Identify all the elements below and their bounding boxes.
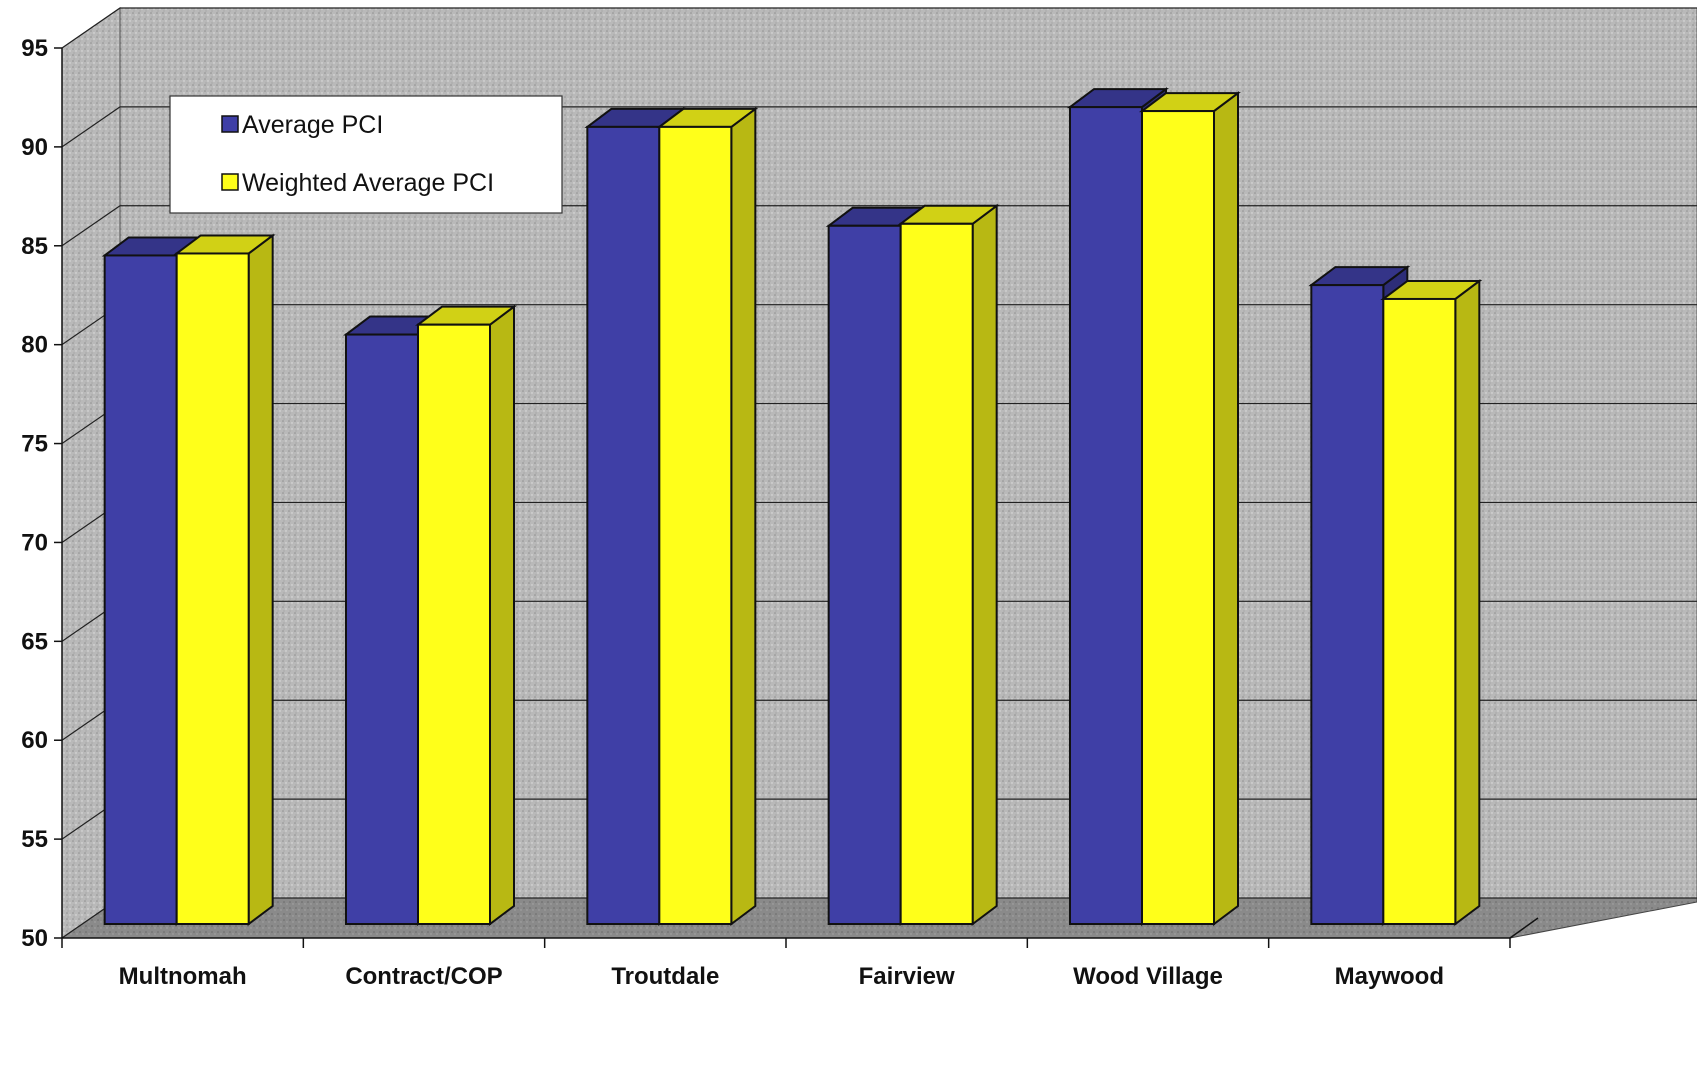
bar-side <box>1454 278 1481 926</box>
y-tick-label: 85 <box>21 233 48 260</box>
bar-side <box>247 233 274 927</box>
bar-side <box>730 106 757 926</box>
bar-side <box>1213 91 1239 926</box>
bar-front <box>1141 110 1215 926</box>
bar <box>656 106 759 926</box>
bar-front <box>658 125 733 925</box>
category-label: Multnomah <box>119 963 247 990</box>
y-tick-label: 95 <box>21 35 48 62</box>
bar <box>1139 91 1241 926</box>
legend-swatch <box>221 173 239 191</box>
bar-front <box>345 333 419 925</box>
category-label: Fairview <box>859 963 955 990</box>
bar-front <box>1382 297 1457 925</box>
y-tick-label: 60 <box>21 727 48 754</box>
bar-side <box>489 304 515 926</box>
bar <box>1380 278 1483 926</box>
bar <box>415 304 517 926</box>
y-tick-label: 70 <box>21 529 48 556</box>
bar <box>897 203 1000 926</box>
y-tick-label: 55 <box>21 826 48 853</box>
category-label: Wood Village <box>1073 963 1223 990</box>
bar-front <box>417 323 491 925</box>
bar-front <box>103 254 178 925</box>
bar-front <box>175 252 250 925</box>
legend-label: Average PCI <box>242 111 383 139</box>
category-label: Contract/COP <box>345 963 502 990</box>
category-label: Troutdale <box>611 963 719 990</box>
bar-front <box>1069 106 1143 926</box>
bars <box>101 87 1483 927</box>
legend-label: Weighted Average PCI <box>242 169 494 197</box>
x-axis-depth-line <box>1509 917 1539 939</box>
gridline <box>61 7 1697 49</box>
legend: Average PCI Weighted Average PCI <box>169 95 563 214</box>
y-tick-label: 75 <box>21 431 48 458</box>
y-tick-label: 65 <box>21 628 48 655</box>
category-label: Maywood <box>1335 963 1444 990</box>
bar-side <box>971 203 998 926</box>
bar-front <box>586 125 661 925</box>
axis-labels: 50 55 60 65 70 75 80 85 90 95 Multnomah Contract/CO… <box>21 35 1444 990</box>
y-tick-label: 80 <box>21 332 48 359</box>
legend-swatch <box>221 115 239 133</box>
bar-front <box>1310 284 1385 926</box>
y-tick-label: 90 <box>21 134 48 161</box>
y-tick-label: 50 <box>21 925 48 952</box>
bar-front <box>899 222 974 926</box>
bar-front <box>827 224 902 925</box>
bar <box>173 233 276 927</box>
axes <box>54 47 1539 948</box>
